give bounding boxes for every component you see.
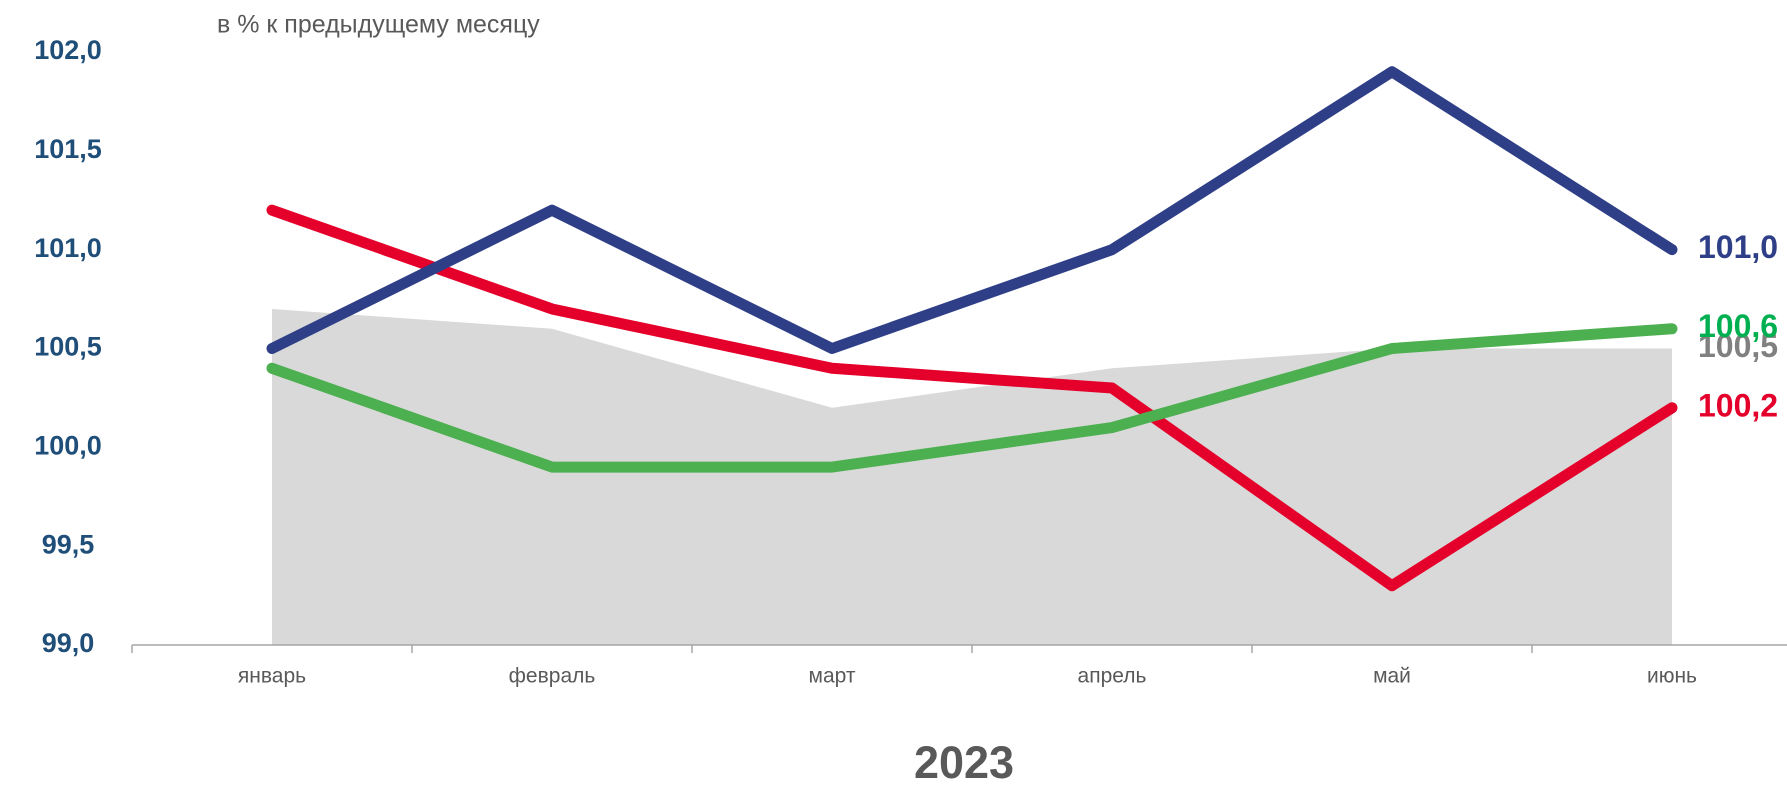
- x-tick-label: февраль: [509, 665, 596, 688]
- x-tick-label: январь: [238, 665, 306, 688]
- y-tick-label: 101,5: [34, 134, 102, 164]
- x-tick-label: май: [1373, 665, 1411, 688]
- y-tick-label: 102,0: [34, 35, 102, 65]
- line: [266, 204, 1678, 592]
- data-label: 100,5: [1698, 328, 1778, 364]
- y-tick-label: 99,5: [42, 529, 95, 559]
- data-label: 101,0: [1698, 229, 1778, 265]
- x-axis-label: 2023: [914, 737, 1014, 786]
- y-tick-label: 100,5: [34, 332, 102, 362]
- chart-subtitle: в % к предыдущему месяцу: [217, 11, 540, 39]
- x-tick-label: март: [809, 665, 856, 688]
- line: [266, 323, 1678, 473]
- x-tick-label: апрель: [1078, 665, 1147, 688]
- data-label: 100,2: [1698, 387, 1778, 423]
- data-label: 100,6: [1698, 308, 1778, 344]
- area: [272, 308, 1672, 645]
- y-tick-label: 99,0: [42, 628, 95, 658]
- y-tick-label: 101,0: [34, 233, 102, 263]
- x-tick-label: июнь: [1647, 665, 1697, 688]
- y-tick-label: 100,0: [34, 430, 102, 460]
- line: [266, 66, 1678, 354]
